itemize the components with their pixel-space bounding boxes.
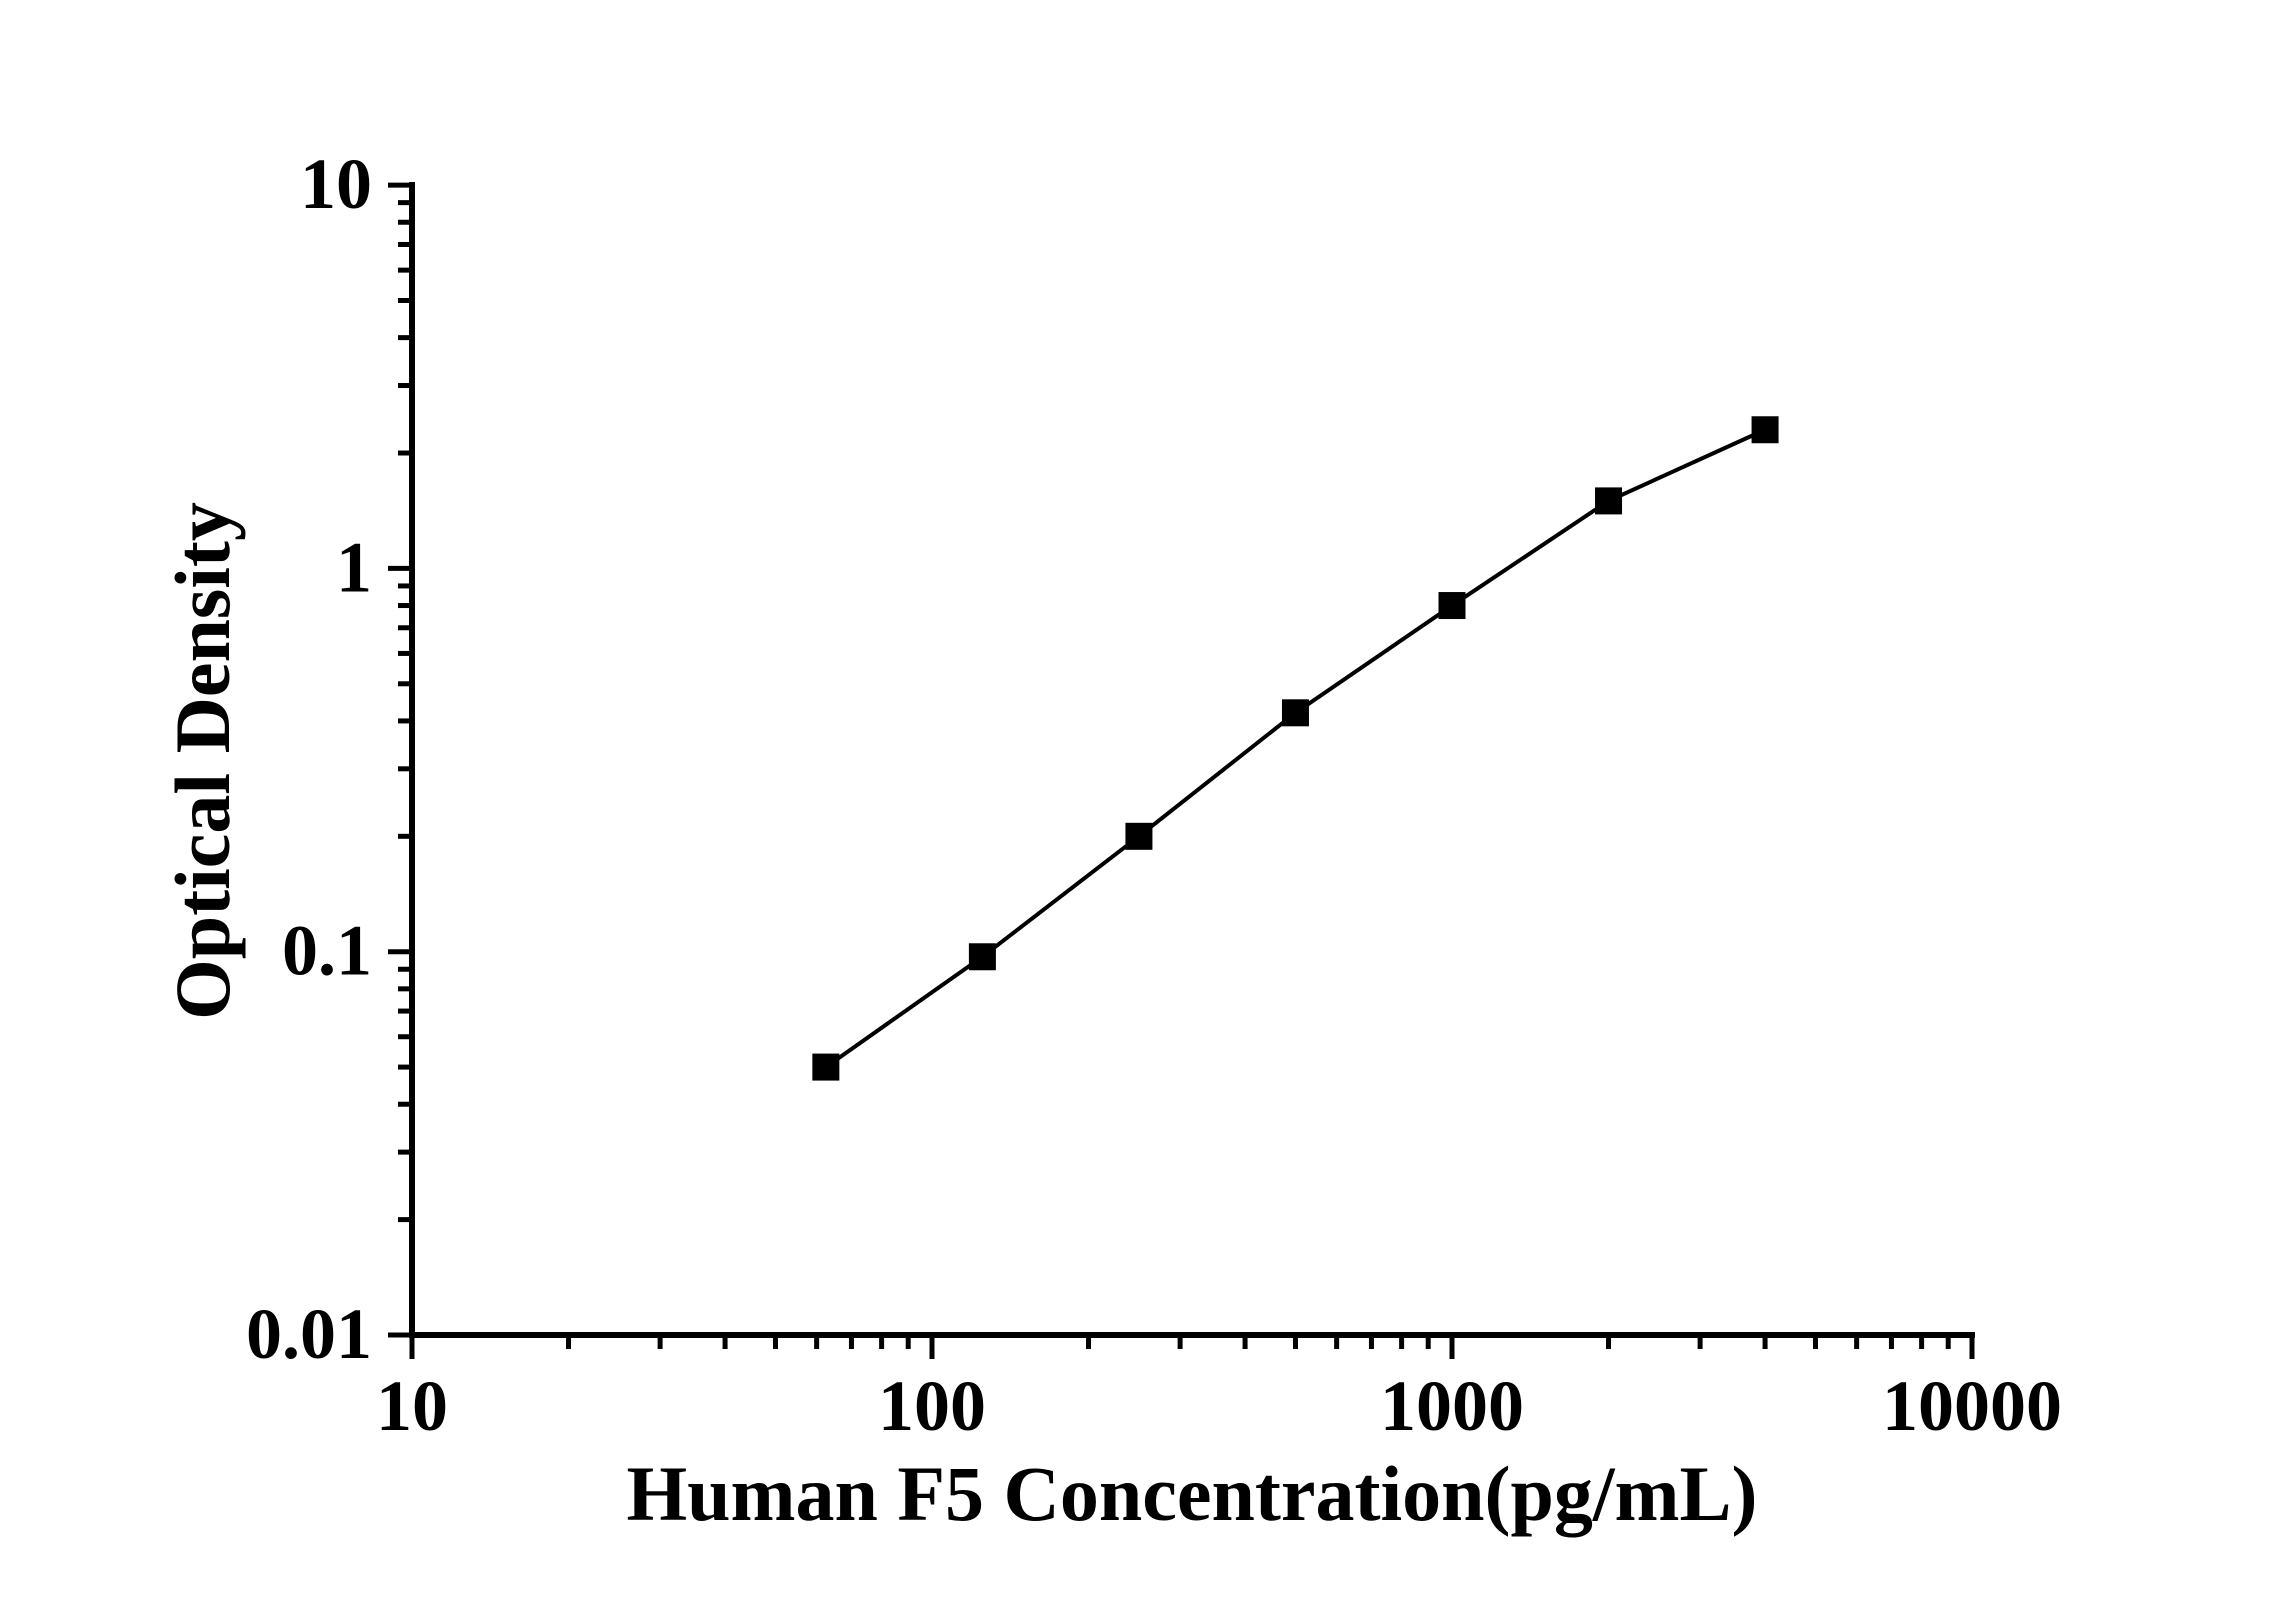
data-point-marker — [968, 943, 996, 971]
data-point-marker — [1438, 592, 1466, 620]
standard-curve-line — [824, 427, 1766, 1069]
x-axis-title: Human F5 Concentration(pg/mL) — [627, 1450, 1758, 1537]
y-tick-label: 0.01 — [246, 1294, 372, 1374]
data-point-marker — [1125, 822, 1153, 850]
x-tick-label: 10000 — [1882, 1366, 2062, 1446]
data-point-marker — [812, 1053, 840, 1081]
x-tick-label: 100 — [878, 1366, 986, 1446]
data-point-marker — [1281, 699, 1309, 727]
data-point-marker — [1751, 416, 1779, 444]
data-point-marker — [1595, 487, 1623, 515]
y-tick-label: 0.1 — [282, 911, 372, 991]
x-tick-label: 1000 — [1380, 1366, 1524, 1446]
y-axis-title: Optical Density — [159, 502, 246, 1020]
y-tick-label: 10 — [300, 144, 372, 224]
x-tick-label: 10 — [376, 1366, 448, 1446]
y-tick-label: 1 — [336, 527, 372, 607]
